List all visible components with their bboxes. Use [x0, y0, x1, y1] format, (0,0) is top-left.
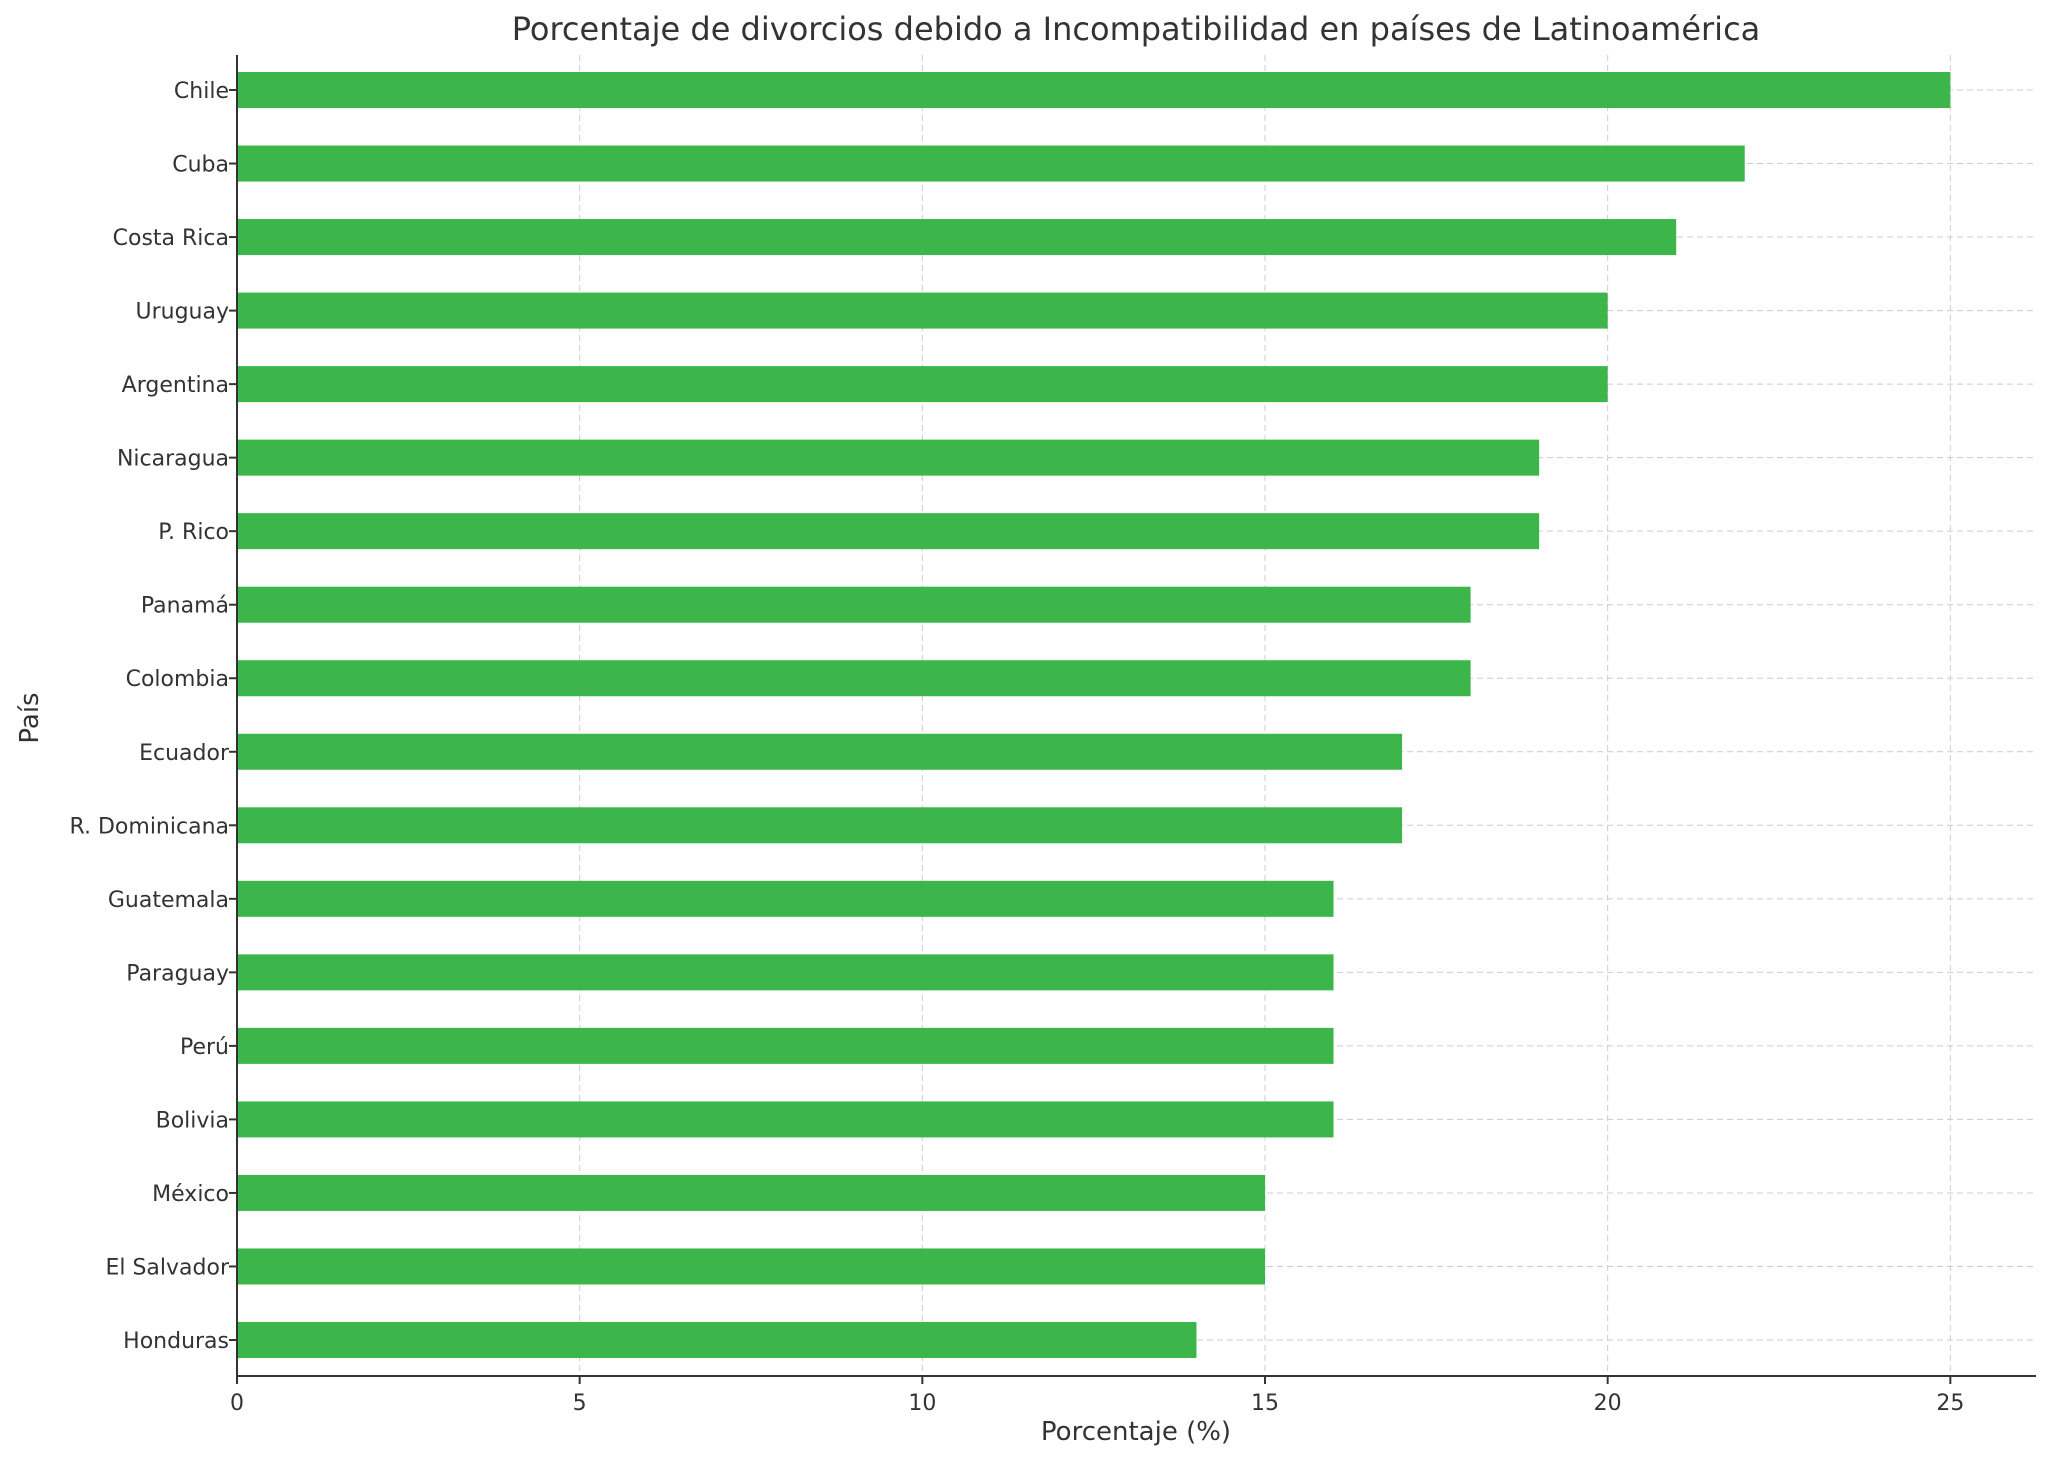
y-tick-label: Ecuador [139, 741, 230, 766]
bar-17 [237, 1322, 1197, 1358]
y-axis-label: País [15, 692, 45, 743]
bar-2 [237, 219, 1677, 256]
y-tick-label: Nicaragua [117, 447, 229, 472]
y-tick-label: Colombia [126, 667, 229, 692]
bar-15 [237, 1174, 1265, 1211]
y-tick-label: Chile [174, 79, 229, 104]
chart-title: Porcentaje de divorcios debido a Incompa… [512, 10, 1761, 48]
x-tick-label: 15 [1251, 1391, 1279, 1416]
x-axis-label: Porcentaje (%) [1041, 1417, 1231, 1447]
grid [237, 55, 2036, 1376]
x-tick-label: 0 [230, 1391, 244, 1416]
axes [236, 55, 2036, 1377]
x-tick-label: 5 [573, 1391, 587, 1416]
bar-6 [237, 513, 1540, 550]
x-tick-label: 20 [1594, 1391, 1622, 1416]
y-tick-label: Cuba [172, 153, 229, 178]
bar-9 [237, 733, 1403, 770]
bar-14 [237, 1101, 1334, 1138]
y-tick-label: Costa Rica [113, 226, 229, 251]
y-tick-label: Uruguay [136, 300, 230, 325]
bar-8 [237, 660, 1471, 697]
y-tick-label: Bolivia [156, 1108, 229, 1133]
y-tick-label: P. Rico [158, 520, 229, 545]
y-tick-labels: Chile Cuba Costa Rica Uruguay Argentina Nicar… [70, 79, 237, 1354]
y-tick-label: Argentina [122, 373, 229, 398]
bar-11 [237, 880, 1334, 917]
y-tick-label: R. Dominicana [70, 814, 230, 839]
y-tick-label: México [152, 1182, 229, 1207]
bar-12 [237, 954, 1334, 991]
bar-3 [237, 292, 1608, 329]
bar-13 [237, 1027, 1334, 1064]
bar-7 [237, 586, 1471, 623]
bar-5 [237, 439, 1540, 476]
bar-10 [237, 807, 1403, 844]
y-tick-label: El Salvador [105, 1255, 229, 1280]
x-tick-labels: 0 5 10 15 20 25 [230, 1376, 1964, 1416]
bar-4 [237, 366, 1608, 403]
y-tick-label: Paraguay [126, 961, 229, 986]
y-tick-label: Perú [180, 1035, 229, 1060]
bar-16 [237, 1248, 1265, 1285]
x-tick-label: 25 [1936, 1391, 1964, 1416]
y-tick-label: Panamá [141, 594, 229, 619]
bar-0 [237, 72, 1951, 108]
y-tick-label: Honduras [123, 1329, 229, 1354]
y-tick-label: Guatemala [108, 888, 229, 913]
x-tick-label: 10 [908, 1391, 936, 1416]
bars [237, 72, 1951, 1358]
bar-1 [237, 145, 1745, 182]
